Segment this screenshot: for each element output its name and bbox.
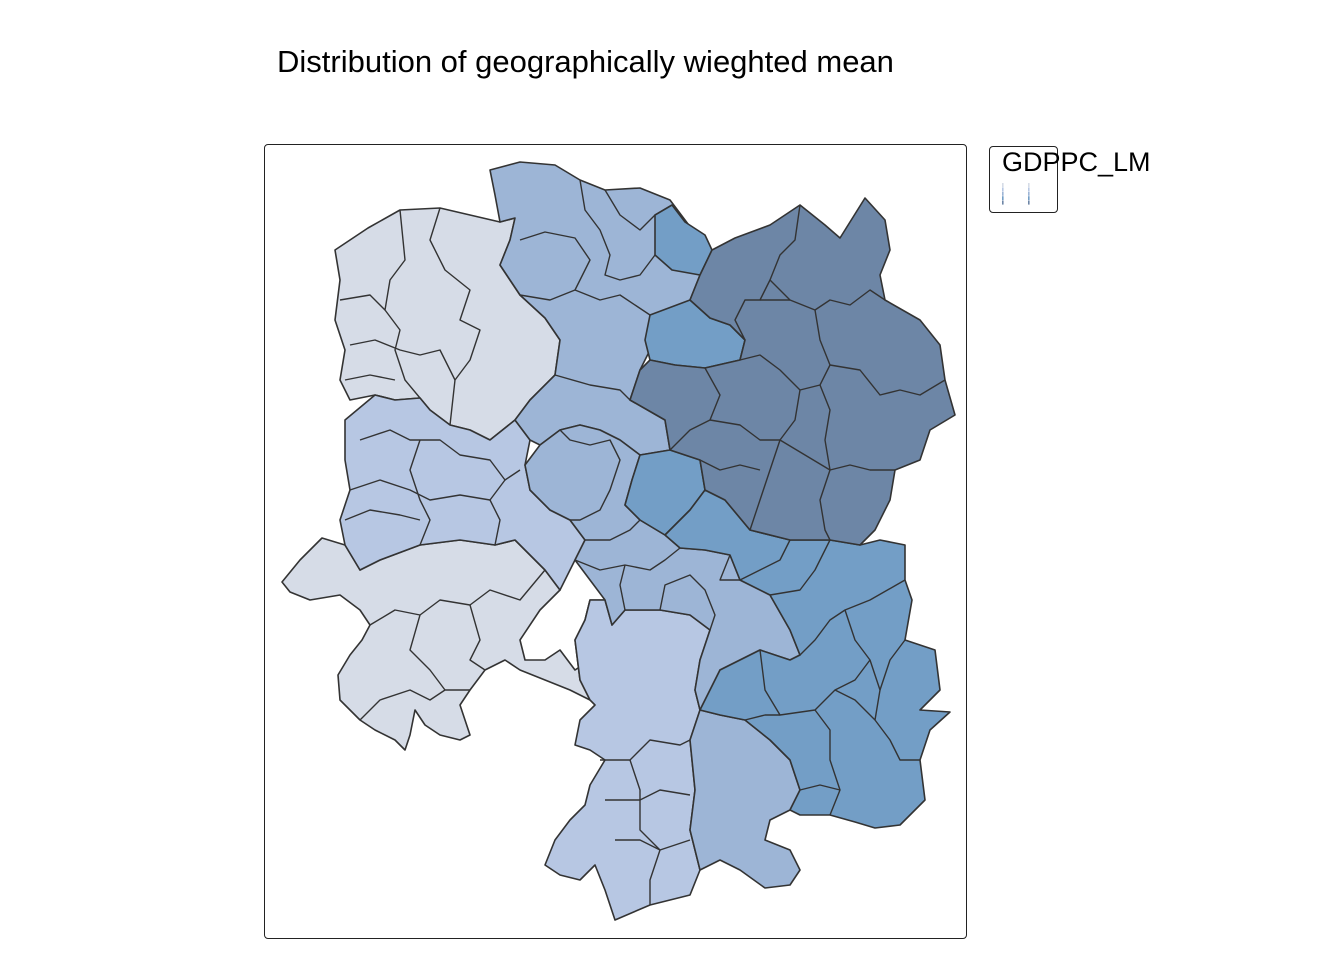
region-boundary	[739, 539, 791, 581]
region-boundary	[604, 189, 656, 231]
region-boundary	[489, 499, 501, 546]
region	[629, 197, 956, 546]
region-boundary	[384, 209, 421, 399]
region-boundary	[359, 689, 470, 721]
region-boundary	[615, 839, 661, 905]
region-boundary	[574, 547, 681, 571]
region	[664, 489, 951, 829]
region-boundary	[829, 364, 946, 396]
region-boundary	[879, 639, 906, 691]
legend-swatch	[1028, 191, 1030, 196]
legend-title: GDPPC_LM	[1002, 147, 1151, 177]
legend-swatch	[1028, 183, 1030, 187]
legend-swatch	[1002, 196, 1004, 201]
region-boundary	[585, 519, 641, 541]
region-boundary	[519, 231, 591, 301]
region-boundary	[554, 374, 631, 401]
map-frame	[264, 144, 967, 939]
legend-swatch	[1002, 191, 1004, 196]
region-boundary	[829, 464, 895, 471]
region-boundary	[709, 419, 780, 441]
region-boundary	[629, 759, 691, 851]
region-boundary	[834, 689, 920, 761]
region-boundary	[619, 564, 626, 611]
region-boundary	[799, 784, 841, 791]
region-boundary	[559, 429, 621, 521]
legend-swatches	[1002, 183, 1030, 205]
region-boundary	[409, 439, 431, 546]
region-boundary	[814, 709, 841, 816]
region-boundary	[429, 207, 481, 426]
region-boundary	[744, 714, 780, 721]
region-boundary	[369, 569, 546, 626]
region-boundary	[600, 739, 691, 761]
region-boundary	[605, 789, 691, 801]
region-boundary	[799, 579, 906, 656]
region-boundary	[339, 294, 386, 311]
region-boundary	[769, 539, 831, 596]
legend-swatch	[1002, 187, 1004, 192]
legend-swatch	[1002, 183, 1004, 187]
region-boundary	[659, 574, 716, 631]
region-boundary	[739, 354, 801, 531]
legend-swatch	[1002, 200, 1004, 205]
region-boundary	[734, 204, 801, 341]
map-title: Distribution of geographically wieghted …	[277, 44, 894, 79]
region-boundary	[344, 509, 421, 521]
legend: GDPPC_LM	[989, 146, 1151, 213]
region-boundary	[574, 289, 651, 316]
legend-swatch	[1028, 187, 1030, 192]
region-boundary	[344, 374, 396, 381]
region-boundary	[349, 339, 456, 381]
region-boundary	[699, 459, 761, 471]
region-boundary	[779, 439, 831, 471]
region-boundary	[409, 614, 446, 691]
legend-swatch	[1028, 200, 1030, 205]
region-boundary	[579, 179, 656, 281]
region-boundary	[359, 429, 521, 481]
region-boundary	[469, 604, 486, 671]
region-boundary	[719, 554, 740, 581]
legend-swatch	[1028, 196, 1030, 201]
